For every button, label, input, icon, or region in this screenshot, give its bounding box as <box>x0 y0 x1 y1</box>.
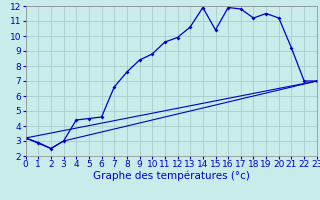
X-axis label: Graphe des températures (°c): Graphe des températures (°c) <box>93 171 250 181</box>
